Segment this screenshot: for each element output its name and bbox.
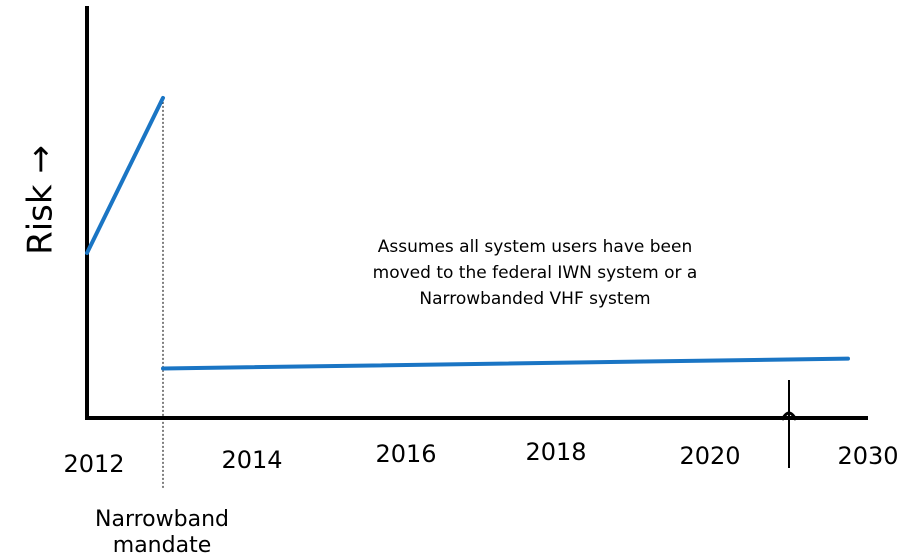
series-segment-2 [161, 356, 850, 371]
x-tick-label-2020: 2020 [679, 442, 740, 470]
y-axis-label: Risk → [21, 145, 61, 255]
x-tick-label-2030: 2030 [837, 442, 898, 470]
axis-break-marker [780, 380, 798, 468]
annotation-line-3: Narrowbanded VHF system [419, 289, 650, 309]
x-tick-label-2016: 2016 [375, 440, 436, 468]
annotation-line-2: moved to the federal IWN system or a [373, 263, 698, 283]
mandate-label-line-1: Narrowband [95, 507, 229, 532]
x-tick-label-2014: 2014 [221, 446, 282, 474]
series-risk [85, 95, 850, 371]
series-segment-1 [85, 95, 165, 255]
x-tick-label-2018: 2018 [525, 438, 586, 466]
x-tick-labels: 2012 2014 2016 2018 2020 2030 [63, 438, 898, 478]
x-tick-label-2012: 2012 [63, 450, 124, 478]
mandate-label-line-2: mandate [113, 533, 211, 558]
annotation-line-1: Assumes all system users have been [378, 237, 692, 257]
